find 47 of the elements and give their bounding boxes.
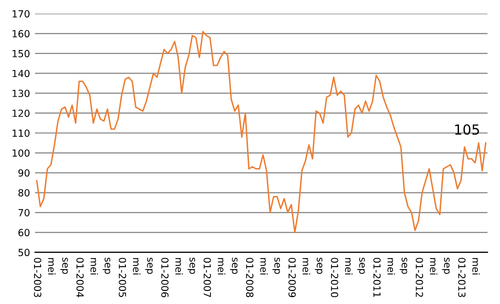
y-tick-label: 110 [12,129,30,137]
x-tick-label: 01-2009 [288,258,296,298]
y-tick-label: 70 [18,209,30,216]
x-tick-label: sep [400,258,408,274]
y-tick-label: 130 [12,90,30,98]
x-tick-label: mei [302,258,310,274]
x-tick-label: 01-2007 [204,258,211,297]
x-tick-label: 01-2005 [118,258,126,297]
y-tick-label: 160 [12,30,30,38]
x-tick-label: 01-2010 [330,258,338,298]
y-tick-label: 140 [12,70,30,78]
x-tick-label: sep [314,258,322,274]
x-tick-label: mei [48,258,56,274]
y-tick-label: 60 [18,228,30,236]
y-tick-label: 90 [18,169,30,177]
x-tick-label: mei [218,258,226,274]
y-tick-label: 170 [12,10,30,18]
x-tick-label: 01-2011 [373,258,381,297]
x-tick-label: 01-2006 [161,258,169,298]
annotation: 105 [455,124,479,135]
x-tick-label: 01-2003 [34,258,42,298]
x-tick-label: sep [442,258,450,274]
y-tick-label: 150 [12,50,30,58]
x-tick-label: 01-2004 [76,258,84,298]
x-tick-label: 01-2013 [458,258,466,298]
y-tick-label: 100 [12,149,30,157]
y-tick-label: 120 [12,110,30,117]
x-tick-label: mei [90,258,98,274]
x-tick-label: mei [132,258,140,274]
x-tick-label: sep [188,258,196,274]
x-tick-label: sep [60,258,68,274]
x-tick-label: mei [175,258,183,274]
x-tick-label: mei [472,258,480,274]
x-tick-label: mei [260,258,268,274]
y-tick-label: 50 [18,248,30,256]
x-tick-label: 01-2008 [246,258,254,298]
x-tick-label: mei [345,258,353,274]
x-tick-label: mei [430,258,438,274]
line-series [36,30,486,234]
x-tick-label: sep [272,258,280,274]
x-tick-label: 01-2012 [416,258,424,297]
x-tick-label: sep [145,258,153,274]
x-tick-label: sep [102,258,110,274]
x-tick-label: sep [357,258,365,274]
y-tick-label: 80 [18,189,30,196]
x-tick-label: mei [387,258,395,274]
x-tick-label: sep [230,258,238,274]
